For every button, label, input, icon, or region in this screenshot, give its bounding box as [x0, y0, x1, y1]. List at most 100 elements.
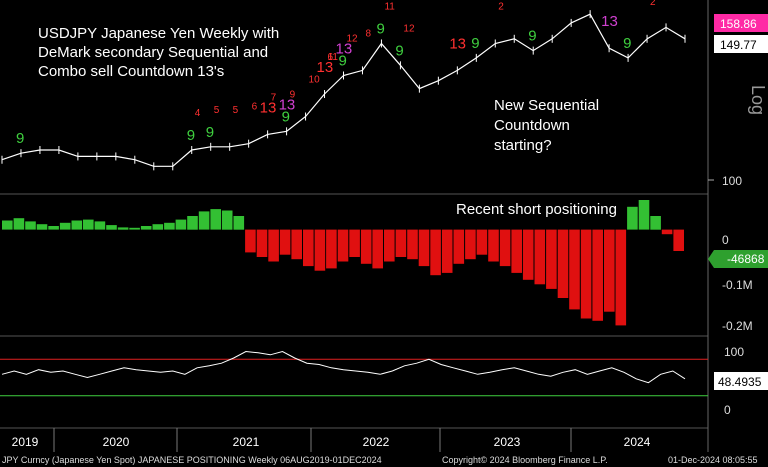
positioning-bar — [36, 224, 48, 230]
setup-9-marker: 9 — [282, 108, 290, 125]
positioning-bar — [152, 224, 164, 230]
count-label: 5 — [214, 105, 220, 116]
positioning-bar — [465, 229, 476, 260]
price-panel: 9999999999131313131313134556791011126811… — [1, 0, 686, 171]
positioning-bar — [580, 229, 592, 319]
positioning-bar — [314, 229, 326, 271]
count-label: 4 — [195, 108, 201, 119]
setup-9-marker: 9 — [395, 42, 403, 59]
positioning-bar — [140, 226, 152, 230]
positioning-bar — [71, 220, 83, 230]
positioning-bar — [522, 229, 534, 280]
positioning-bar — [175, 219, 187, 230]
count-label: 2 — [650, 0, 656, 8]
positioning-bar — [48, 226, 59, 230]
positioning-bar — [129, 227, 140, 230]
positioning-bar — [534, 229, 546, 285]
positioning-bar — [59, 222, 71, 230]
annotation-line-2: Countdown — [494, 117, 570, 134]
chart-title-line-3: Combo sell Countdown 13's — [38, 63, 224, 80]
positioning-bar — [407, 229, 418, 260]
price-tag-149 — [714, 35, 768, 53]
positioning-bar — [476, 229, 488, 255]
positioning-bar — [210, 209, 221, 230]
annotation-line-3: starting? — [494, 137, 552, 154]
year-label: 2024 — [624, 435, 651, 449]
y-tick-label-minus-0-2m: -0.2M — [722, 319, 753, 333]
price-tag-158 — [714, 14, 768, 32]
positioning-bar — [418, 229, 430, 267]
positioning-last-value: -46868 — [727, 252, 765, 266]
positioning-bar — [650, 216, 661, 230]
positioning-bar — [372, 229, 383, 269]
count-label: 11 — [328, 52, 339, 63]
positioning-bar — [25, 221, 36, 230]
positioning-bar — [303, 229, 314, 267]
setup-9-marker: 9 — [623, 35, 631, 52]
count-label: 12 — [403, 23, 415, 34]
count-label: 8 — [365, 28, 371, 39]
setup-9-marker: 9 — [376, 20, 384, 37]
footer-copyright: Copyright© 2024 Bloomberg Finance L.P. — [442, 455, 608, 465]
footer-timestamp: 01-Dec-2024 08:05:55 — [668, 455, 758, 465]
count-label: 11 — [384, 1, 395, 12]
chart-title-line-1: USDJPY Japanese Yen Weekly with — [38, 25, 279, 42]
positioning-bar — [430, 229, 441, 276]
y-tick-label-minus-0-1m: -0.1M — [722, 278, 753, 292]
positioning-bar — [569, 229, 580, 310]
positioning-bar — [499, 229, 511, 267]
setup-9-marker: 9 — [471, 35, 479, 52]
positioning-bar — [279, 229, 291, 255]
positioning-panel — [2, 200, 684, 326]
positioning-bar — [233, 216, 245, 230]
positioning-bar — [2, 220, 13, 230]
count-label: 9 — [290, 89, 296, 100]
price-tag-149-text: 149.77 — [720, 38, 757, 52]
positioning-bar — [187, 216, 198, 230]
year-label: 2019 — [12, 435, 39, 449]
setup-9-marker: 9 — [528, 28, 536, 45]
positioning-bar — [326, 229, 337, 269]
positioning-bar — [360, 229, 372, 264]
positioning-bar — [546, 229, 557, 289]
y-tick-label-0: 0 — [722, 233, 729, 247]
positioning-bar — [337, 229, 349, 262]
year-label: 2020 — [103, 435, 130, 449]
setup-9-marker: 9 — [339, 52, 347, 69]
countdown-13-marker: 13 — [279, 96, 296, 113]
positioning-bar — [245, 229, 256, 253]
chart-title-line-2: DeMark secondary Sequential and — [38, 44, 268, 61]
positioning-bar — [638, 200, 650, 230]
positioning-bar — [198, 211, 210, 230]
count-label: 7 — [271, 92, 277, 103]
footer-left: JPY Curncy (Japanese Yen Spot) JAPANESE … — [2, 455, 382, 465]
positioning-bar — [557, 229, 569, 298]
positioning-bar — [441, 229, 453, 273]
year-label: 2023 — [494, 435, 521, 449]
countdown-13-marker: 13 — [260, 99, 277, 116]
positioning-bar — [604, 229, 615, 312]
osc-tick-100: 100 — [724, 345, 744, 359]
oscillator-line — [1, 350, 686, 384]
positioning-bar — [13, 218, 25, 230]
osc-last-value-tag — [714, 372, 768, 390]
positioning-bar — [627, 206, 638, 230]
positioning-bar — [592, 229, 603, 321]
positioning-bar — [221, 210, 233, 230]
positioning-bar — [615, 229, 627, 326]
setup-9-marker: 9 — [16, 130, 24, 147]
positioning-last-value-tag — [708, 250, 768, 268]
setup-9-marker: 9 — [206, 124, 214, 141]
count-label: 5 — [233, 105, 239, 116]
positioning-bar — [673, 229, 684, 251]
positioning-bar — [256, 229, 268, 257]
positioning-bar — [164, 222, 175, 230]
positioning-bar — [453, 229, 465, 264]
positioning-bar — [94, 221, 106, 230]
count-label: 2 — [498, 1, 504, 12]
count-label: 10 — [309, 75, 321, 86]
countdown-13-marker: 13 — [449, 35, 466, 52]
positioning-bar — [384, 229, 395, 262]
positioning-bar — [291, 229, 302, 260]
